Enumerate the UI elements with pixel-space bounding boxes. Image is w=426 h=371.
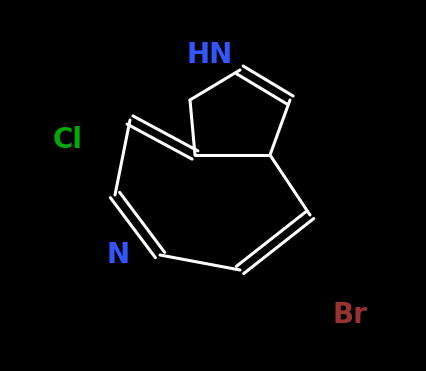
Text: N: N xyxy=(106,241,130,269)
Text: HN: HN xyxy=(187,41,233,69)
Text: Br: Br xyxy=(333,301,368,329)
Text: Cl: Cl xyxy=(53,126,83,154)
